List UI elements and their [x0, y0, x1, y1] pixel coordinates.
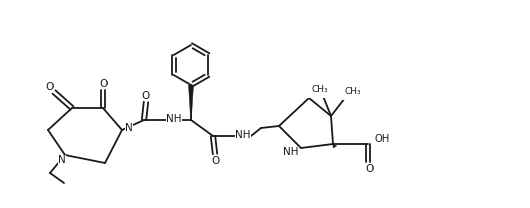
- Text: N: N: [125, 123, 133, 133]
- Text: O: O: [365, 164, 373, 174]
- Text: O: O: [142, 91, 150, 101]
- Text: N: N: [58, 155, 66, 165]
- Text: O: O: [142, 91, 150, 101]
- Polygon shape: [333, 144, 337, 148]
- Text: OH: OH: [374, 134, 390, 144]
- Text: CH₃: CH₃: [311, 84, 329, 94]
- Text: S: S: [307, 86, 313, 96]
- Text: O: O: [99, 79, 107, 89]
- Text: NH: NH: [283, 147, 299, 157]
- Text: O: O: [365, 164, 373, 174]
- Text: S: S: [307, 86, 313, 96]
- Polygon shape: [189, 85, 193, 120]
- Text: N: N: [58, 155, 66, 165]
- Text: O: O: [45, 82, 53, 92]
- Text: NH: NH: [166, 114, 182, 124]
- Text: NH: NH: [166, 114, 182, 124]
- Text: O: O: [99, 79, 107, 89]
- Text: N: N: [125, 123, 133, 133]
- Text: NH: NH: [283, 147, 299, 157]
- Text: CH₃: CH₃: [312, 84, 328, 94]
- Text: NH: NH: [235, 130, 251, 140]
- Text: O: O: [212, 156, 220, 166]
- Text: CH₃: CH₃: [344, 87, 361, 95]
- Text: O: O: [45, 82, 53, 92]
- Text: O: O: [212, 156, 220, 166]
- Text: OH: OH: [374, 134, 390, 144]
- Text: NH: NH: [235, 130, 251, 140]
